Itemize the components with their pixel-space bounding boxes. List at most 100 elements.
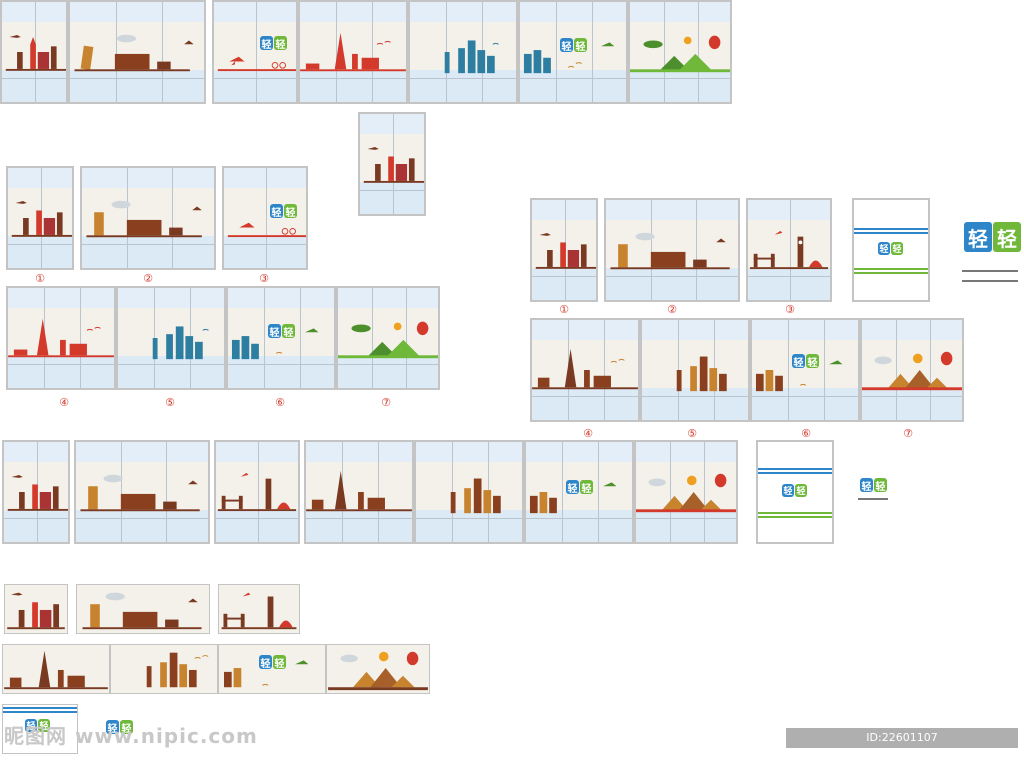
brand-logo: 轻 轻 — [878, 242, 903, 255]
panel-number-2: ② — [143, 272, 153, 285]
plane-icon — [9, 35, 21, 38]
rocket-icon — [242, 592, 251, 597]
brand-logo: 轻 轻 — [260, 36, 287, 51]
balloon-icon — [406, 651, 419, 666]
glass-panel-6: 轻 轻 — [518, 0, 628, 104]
plane-icon — [188, 480, 198, 485]
plane-icon — [367, 147, 379, 150]
logo-char-2: 轻 — [874, 478, 887, 493]
logo-char-1: 轻 — [860, 478, 873, 493]
right-panel-number-7: ⑦ — [903, 427, 913, 440]
logo-char-1: 轻 — [566, 480, 579, 495]
glass-panel-b1 — [2, 440, 70, 544]
cloud-icon — [105, 592, 125, 601]
glass-panel-l7 — [336, 286, 440, 390]
brand-logo: 轻 轻 — [566, 480, 593, 495]
newyork-skyline — [146, 652, 209, 688]
glass-panel-r2 — [604, 198, 740, 302]
glass-panel-3: 轻 轻 — [212, 0, 298, 104]
logo-char-2: 轻 — [891, 242, 903, 255]
city-blocks-scene — [529, 482, 617, 514]
colosseum-skyline — [86, 200, 202, 238]
colosseum-skyline — [82, 592, 202, 630]
panel-number-7: ⑦ — [381, 396, 391, 409]
brand-logo-large: 轻 轻 — [964, 222, 1021, 252]
balloon-icon — [416, 321, 429, 336]
glass-panel-l1 — [6, 166, 74, 270]
glass-panel-b4 — [304, 440, 414, 544]
bicycle-icon — [281, 228, 289, 235]
brand-logo: 轻 轻 — [259, 655, 286, 670]
eiffel-skyline — [532, 348, 638, 390]
pyramid-desert — [328, 651, 428, 691]
small-panel-3 — [218, 584, 300, 634]
brand-logo: 轻 轻 — [270, 204, 297, 219]
plane-icon — [192, 206, 202, 211]
small-panel-6: 轻 轻 — [218, 644, 326, 694]
logo-char-2: 轻 — [993, 222, 1021, 252]
glass-panel-l3: 轻 轻 — [222, 166, 308, 270]
bird-icon — [86, 326, 101, 331]
spec-panel-logo: 轻 轻 — [852, 198, 930, 302]
plane-bicycle-scene — [227, 222, 306, 238]
palm-tree-icon — [829, 360, 843, 365]
glass-panel-r7 — [860, 318, 964, 422]
logo-char-2: 轻 — [273, 655, 286, 670]
brand-logo: 轻 轻 — [560, 38, 587, 53]
right-panel-number-6: ⑥ — [801, 427, 811, 440]
right-panel-number-4: ④ — [583, 427, 593, 440]
glass-panel-b2 — [74, 440, 210, 544]
bird-icon — [275, 351, 283, 354]
balloon-icon — [708, 35, 721, 50]
cloud-icon — [103, 474, 123, 483]
london-skyline — [749, 230, 829, 270]
sun-icon — [393, 322, 402, 331]
plane-icon — [11, 475, 23, 478]
pyramid-desert — [636, 473, 736, 513]
small-panel-5 — [110, 644, 218, 694]
newyork-skyline — [676, 356, 727, 392]
image-id-bar: ID:22601107 NO:20220803164059495105 — [786, 728, 1018, 764]
row-top-strip: 轻 轻 — [0, 0, 732, 104]
glass-panel-7 — [628, 0, 732, 104]
glass-panel-b6: 轻 轻 — [524, 440, 634, 544]
row-brown-strip: 轻 轻 轻 轻 — [2, 440, 834, 544]
logo-char-1: 轻 — [560, 38, 573, 53]
city-blocks-scene — [224, 660, 309, 688]
colosseum-skyline — [610, 232, 730, 270]
rocket-icon — [240, 472, 249, 477]
right-panel-number-5: ⑤ — [687, 427, 697, 440]
logo-char-2: 轻 — [574, 38, 587, 53]
eiffel-tower — [334, 32, 347, 70]
small-panel-1 — [4, 584, 68, 634]
city-blocks-scene — [523, 42, 615, 74]
eiffel-skyline — [4, 650, 108, 690]
eiffel-skyline — [8, 318, 114, 358]
bird-icon — [610, 358, 625, 363]
glass-panel-1 — [0, 0, 68, 104]
palm-tree-icon — [295, 660, 309, 665]
glass-panel-l2 — [80, 166, 216, 270]
cloud-icon — [111, 200, 131, 209]
brand-logo: 轻 轻 — [268, 324, 295, 339]
plane-icon — [184, 40, 194, 45]
cloud-icon — [643, 40, 663, 49]
glass-panel-b5 — [414, 440, 524, 544]
rocket-icon — [774, 230, 783, 235]
colosseum-skyline — [74, 34, 194, 72]
plane-icon — [539, 233, 551, 236]
balloon-icon — [940, 351, 953, 366]
sun-icon — [912, 353, 923, 364]
logo-char-2: 轻 — [38, 719, 50, 732]
logo-caption-line-1 — [962, 270, 1018, 272]
logo-char-2: 轻 — [795, 484, 807, 497]
panel-number-3: ③ — [259, 272, 269, 285]
glass-panel-l5 — [116, 286, 226, 390]
newyork-skyline — [450, 478, 501, 514]
eiffel-skyline — [306, 470, 412, 512]
pyramid-landscape — [630, 35, 730, 73]
glass-panel-r4 — [530, 318, 640, 422]
bird-icon — [194, 655, 209, 659]
plane-icon — [239, 222, 255, 228]
plane-icon — [188, 598, 198, 603]
